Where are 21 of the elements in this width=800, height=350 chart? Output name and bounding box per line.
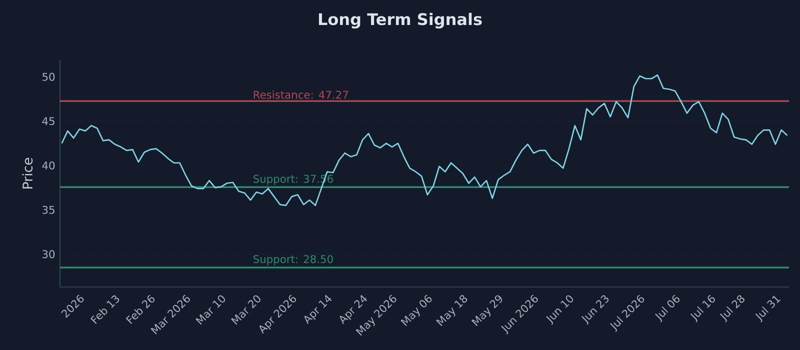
x-tick-label: Feb 26 xyxy=(126,294,155,324)
ref-line-label: Support: 28.50 xyxy=(253,255,333,266)
y-tick-label: 35 xyxy=(42,206,54,214)
y-tick-label: 45 xyxy=(42,117,54,126)
x-tick-label: Jul 28 xyxy=(720,295,744,322)
y-tick-label: 30 xyxy=(42,250,55,258)
x-tick-label: Feb 13 xyxy=(90,295,120,324)
x-tick-label: Jul 16 xyxy=(690,294,715,322)
x-tick-label: Jun 23 xyxy=(581,295,609,325)
line-series xyxy=(61,74,788,206)
y-axis-title: Price xyxy=(22,158,33,188)
chart-title: Long Term Signals xyxy=(318,12,482,28)
ref-line-label: Resistance: 47.27 xyxy=(254,90,348,99)
y-tick-label: 40 xyxy=(42,161,55,170)
x-tick-label: Apr 14 xyxy=(304,294,332,324)
x-tick-label: Mar 20 xyxy=(231,295,260,325)
x-tick-label: Jun 10 xyxy=(546,295,574,325)
x-tick-label: Jul 31 xyxy=(755,296,780,322)
y-tick-label: 50 xyxy=(42,72,55,81)
x-tick-label: Mar 10 xyxy=(196,295,226,325)
x-tick-label: Jul 06 xyxy=(655,294,680,322)
